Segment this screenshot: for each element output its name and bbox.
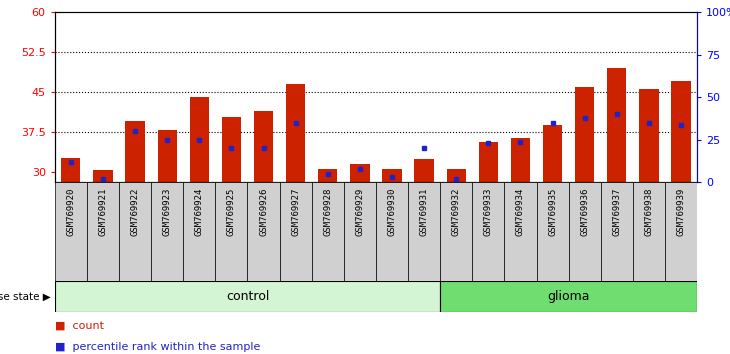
Text: GSM769931: GSM769931: [420, 187, 429, 236]
Bar: [575, 87, 594, 182]
Bar: [601, 182, 633, 281]
Text: GSM769928: GSM769928: [323, 187, 332, 236]
Bar: [672, 81, 691, 182]
Bar: [119, 182, 151, 281]
Bar: [312, 182, 344, 281]
Bar: [158, 130, 177, 182]
Bar: [61, 158, 80, 182]
Text: GSM769939: GSM769939: [677, 187, 685, 236]
Text: GSM769929: GSM769929: [356, 187, 364, 236]
Bar: [55, 281, 440, 312]
Bar: [440, 182, 472, 281]
Bar: [511, 138, 530, 182]
Bar: [447, 169, 466, 182]
Text: GSM769922: GSM769922: [131, 187, 139, 236]
Bar: [472, 182, 504, 281]
Bar: [633, 182, 665, 281]
Bar: [383, 169, 402, 182]
Text: GSM769925: GSM769925: [227, 187, 236, 236]
Bar: [639, 89, 658, 182]
Text: GSM769930: GSM769930: [388, 187, 396, 236]
Text: GSM769920: GSM769920: [66, 187, 75, 236]
Bar: [479, 142, 498, 182]
Text: GSM769935: GSM769935: [548, 187, 557, 236]
Bar: [215, 182, 247, 281]
Text: ■  percentile rank within the sample: ■ percentile rank within the sample: [55, 342, 260, 352]
Bar: [376, 182, 408, 281]
Text: GSM769936: GSM769936: [580, 187, 589, 236]
Bar: [607, 68, 626, 182]
Text: GSM769932: GSM769932: [452, 187, 461, 236]
Bar: [286, 84, 305, 182]
Text: GSM769934: GSM769934: [516, 187, 525, 236]
Bar: [350, 164, 369, 182]
Bar: [151, 182, 183, 281]
Bar: [665, 182, 697, 281]
Bar: [55, 182, 87, 281]
Bar: [344, 182, 376, 281]
Bar: [537, 182, 569, 281]
Text: GSM769938: GSM769938: [645, 187, 653, 236]
Bar: [254, 110, 273, 182]
Bar: [504, 182, 537, 281]
Bar: [408, 182, 440, 281]
Bar: [280, 182, 312, 281]
Bar: [415, 159, 434, 182]
Text: GSM769933: GSM769933: [484, 187, 493, 236]
Text: GSM769926: GSM769926: [259, 187, 268, 236]
Bar: [440, 281, 697, 312]
Bar: [93, 170, 112, 182]
Text: control: control: [226, 290, 269, 303]
Bar: [183, 182, 215, 281]
Text: GSM769924: GSM769924: [195, 187, 204, 236]
Bar: [543, 125, 562, 182]
Text: GSM769937: GSM769937: [612, 187, 621, 236]
Bar: [222, 117, 241, 182]
Bar: [318, 169, 337, 182]
Text: glioma: glioma: [548, 290, 590, 303]
Bar: [569, 182, 601, 281]
Bar: [87, 182, 119, 281]
Bar: [126, 121, 145, 182]
Bar: [247, 182, 280, 281]
Text: GSM769921: GSM769921: [99, 187, 107, 236]
Text: ■  count: ■ count: [55, 321, 104, 331]
Bar: [190, 97, 209, 182]
Text: GSM769927: GSM769927: [291, 187, 300, 236]
Text: disease state ▶: disease state ▶: [0, 291, 51, 302]
Text: GSM769923: GSM769923: [163, 187, 172, 236]
